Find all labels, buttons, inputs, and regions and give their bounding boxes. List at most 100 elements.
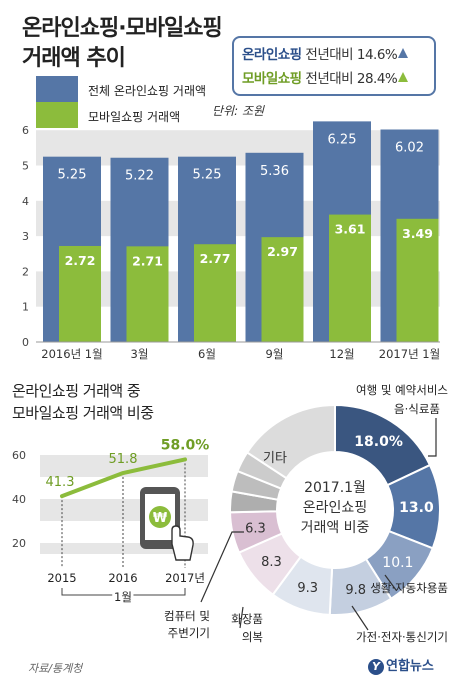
grid-band bbox=[40, 543, 208, 554]
x-tick-label: 2016년 1월 bbox=[41, 347, 102, 361]
donut-value-label: 10.1 bbox=[382, 555, 413, 571]
donut-slice bbox=[334, 403, 432, 487]
callout-online-label: 온라인쇼핑 bbox=[242, 47, 302, 63]
donut-value-label: 9.8 bbox=[345, 583, 366, 598]
callout-online-row: 온라인쇼핑 전년대비 14.6% bbox=[242, 43, 409, 63]
donut-slice bbox=[271, 555, 334, 616]
bar-mobile-value: 2.71 bbox=[132, 253, 163, 268]
donut-slice bbox=[386, 463, 441, 550]
donut-center-label: 거래액 비중 bbox=[301, 520, 370, 536]
donut-slice bbox=[230, 469, 283, 501]
phone-screen-icon bbox=[145, 494, 175, 540]
up-arrow-icon bbox=[398, 48, 409, 58]
bar-online bbox=[380, 129, 439, 342]
y-tick-label: 3 bbox=[22, 230, 29, 243]
grid-band bbox=[36, 200, 440, 237]
category-label-travel: 여행 및 예약서비스 bbox=[356, 383, 448, 397]
donut-center-label: 2017.1월 bbox=[304, 480, 366, 496]
bar-online bbox=[245, 152, 304, 342]
bar-online bbox=[178, 156, 236, 342]
donut-slice bbox=[236, 451, 288, 490]
bar-online-value: 5.36 bbox=[260, 164, 289, 179]
x-tick-label: 2016 bbox=[108, 571, 137, 585]
grid-band bbox=[40, 455, 208, 477]
line-value-label: 58.0% bbox=[161, 437, 210, 453]
growth-callout: 온라인쇼핑 전년대비 14.6% 모바일쇼핑 전년대비 28.4% bbox=[232, 36, 436, 96]
legend-online-label: 전체 온라인쇼핑 거래액 bbox=[88, 84, 207, 98]
y-tick-label: 0 bbox=[22, 336, 29, 349]
bar-mobile-value: 3.61 bbox=[335, 222, 366, 237]
bar-mobile bbox=[59, 245, 101, 342]
x-tick-label: 2017년 bbox=[165, 571, 205, 585]
leader-line bbox=[351, 605, 369, 631]
bar-mobile bbox=[261, 237, 304, 342]
bar-mobile-value: 3.49 bbox=[402, 226, 433, 241]
bar-online-value: 6.25 bbox=[328, 132, 357, 147]
won-sign-icon: ₩ bbox=[153, 511, 168, 526]
source-note: 자료/통계청 bbox=[28, 662, 83, 675]
y-tick-label: 5 bbox=[22, 160, 29, 173]
legend-mobile-swatch bbox=[36, 102, 78, 128]
bar-mobile bbox=[329, 214, 371, 342]
donut-center-label: 온라인쇼핑 bbox=[303, 500, 367, 516]
grid-band bbox=[36, 130, 440, 166]
category-label-cosmetics: 화장품 bbox=[231, 612, 263, 626]
category-label-living: 생활·자동차용품 bbox=[370, 581, 448, 595]
grid-band bbox=[36, 271, 440, 307]
donut-value-label: 8.3 bbox=[261, 555, 282, 570]
x-tick-label: 6월 bbox=[198, 347, 216, 361]
bar-online bbox=[43, 156, 101, 342]
hand-cursor-icon bbox=[171, 525, 194, 561]
month-bracket bbox=[61, 588, 186, 596]
legend-online-swatch bbox=[36, 76, 78, 102]
leader-line bbox=[384, 574, 397, 591]
bar-online bbox=[110, 157, 169, 342]
y-tick-label: 60 bbox=[12, 449, 26, 462]
bar-online-value: 5.25 bbox=[58, 168, 87, 183]
y-tick-label: 20 bbox=[12, 537, 26, 550]
bar-online bbox=[313, 121, 371, 342]
main-title-line1: 온라인쇼핑·모바일쇼핑 bbox=[22, 16, 223, 41]
up-arrow-icon bbox=[398, 72, 409, 82]
y-tick-label: 6 bbox=[22, 124, 29, 137]
logo-icon: Y bbox=[368, 659, 384, 675]
leader-line bbox=[200, 531, 244, 603]
category-label-food: 음·식료품 bbox=[394, 402, 440, 416]
bar-mobile-value: 2.77 bbox=[200, 251, 231, 266]
y-tick-label: 1 bbox=[22, 301, 29, 314]
grid-band bbox=[40, 499, 208, 521]
y-tick-label: 4 bbox=[22, 195, 29, 208]
category-label-computer-line1: 컴퓨터 및 bbox=[164, 609, 210, 623]
category-label-clothing: 의복 bbox=[242, 630, 263, 644]
main-title-line2: 거래액 추이 bbox=[22, 46, 126, 71]
won-coin-icon bbox=[149, 506, 171, 528]
line-value-label: 51.8 bbox=[109, 452, 138, 467]
donut-slice bbox=[229, 490, 280, 514]
donut-slice bbox=[328, 557, 393, 616]
donut-slice bbox=[229, 510, 284, 554]
y-tick-label: 40 bbox=[12, 493, 26, 506]
donut-value-label: 18.0% bbox=[354, 434, 403, 450]
donut-value-label: 13.0 bbox=[399, 500, 434, 516]
donut-slice bbox=[364, 529, 435, 601]
bar-online-value: 5.22 bbox=[125, 169, 154, 184]
leader-line bbox=[428, 418, 437, 457]
bar-mobile bbox=[396, 218, 439, 342]
callout-online-text: 전년대비 14.6% bbox=[305, 47, 398, 63]
bar-online-value: 6.02 bbox=[395, 140, 424, 155]
bar-mobile-value: 2.72 bbox=[65, 253, 96, 268]
category-label-computer-line2: 주변기기 bbox=[168, 626, 210, 640]
line-chart-title-line2: 모바일쇼핑 거래액 비중 bbox=[12, 404, 154, 422]
publisher-logo: Y 연합뉴스 bbox=[368, 655, 434, 675]
legend-mobile-label: 모바일쇼핑 거래액 bbox=[88, 110, 181, 124]
line-value-label: 41.3 bbox=[46, 475, 75, 490]
callout-mobile-text: 전년대비 28.4% bbox=[305, 71, 398, 87]
bar-online-value: 5.25 bbox=[193, 168, 222, 183]
x-tick-label: 9월 bbox=[266, 347, 284, 361]
y-tick-label: 2 bbox=[22, 265, 29, 278]
x-tick-label: 12월 bbox=[329, 347, 354, 361]
donut-slice bbox=[245, 403, 336, 480]
category-label-other: 기타 bbox=[263, 451, 287, 466]
bar-mobile bbox=[126, 246, 169, 342]
